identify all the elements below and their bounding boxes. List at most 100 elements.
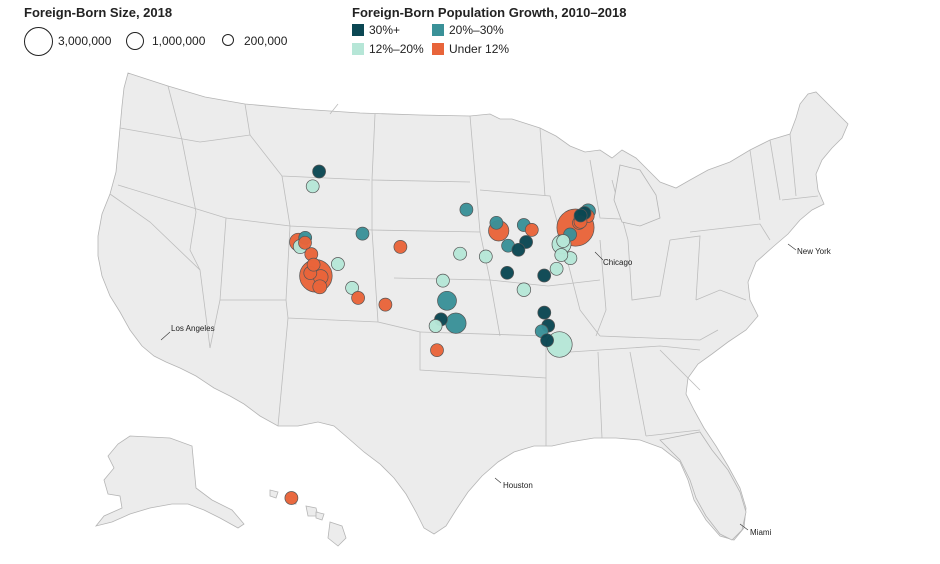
- city-bubble-cleveland: [524, 223, 539, 237]
- city-bubble-san-antonio: [428, 319, 443, 333]
- state-boundary: [119, 127, 216, 143]
- city-bubble-bakersfield: [306, 257, 321, 272]
- state-boundary: [645, 429, 701, 437]
- state-boundary: [695, 289, 747, 301]
- state-boundary: [789, 133, 797, 197]
- state-boundary: [371, 179, 471, 183]
- city-bubble-atlanta: [516, 282, 532, 297]
- size-legend-circle: [222, 34, 234, 46]
- growth-legend-swatch: [352, 24, 364, 36]
- state-boundary: [769, 139, 781, 201]
- growth-legend-swatch: [432, 24, 444, 36]
- state-boundary: [419, 331, 547, 337]
- hawaii-islands: [269, 489, 347, 547]
- state-boundary: [539, 127, 546, 197]
- state-boundary: [627, 239, 671, 301]
- city-bubble-dallas: [437, 290, 457, 311]
- city-labels: Los Angeles Chicago New York Houston Mia…: [160, 243, 832, 537]
- size-legend-label: 200,000: [244, 34, 288, 48]
- city-bubble-houston: [445, 312, 467, 334]
- growth-legend-label: 20%–30%: [449, 23, 504, 37]
- leader-line: [494, 477, 502, 484]
- state-boundary: [659, 349, 701, 391]
- size-legend-label: 3,000,000: [58, 34, 112, 48]
- state-boundary: [599, 329, 719, 341]
- city-bubble-salt-lake-city: [355, 226, 370, 241]
- state-boundary: [781, 195, 819, 201]
- size-legend-label: 1,000,000: [152, 34, 206, 48]
- state-boundary: [629, 351, 647, 437]
- growth-legend-swatch: [432, 43, 444, 55]
- city-bubble-el-paso: [378, 297, 393, 312]
- city-bubble-portland: [305, 179, 320, 194]
- size-legend-circle: [24, 27, 53, 56]
- city-bubble-springfield: [573, 208, 588, 223]
- city-bubble-raleigh: [549, 261, 564, 276]
- city-label-new-york: New York: [797, 247, 832, 256]
- city-bubble-denver: [393, 240, 408, 254]
- city-bubble-cape-coral: [540, 333, 554, 348]
- city-bubble-jacksonville: [537, 305, 552, 320]
- state-boundary: [669, 235, 701, 301]
- alaska-landmass: [94, 435, 245, 529]
- city-bubble-san-diego: [312, 279, 328, 295]
- growth-legend-label: 30%+: [369, 23, 401, 37]
- state-boundary: [479, 189, 561, 233]
- state-boundary: [214, 134, 371, 181]
- state-boundary: [371, 229, 481, 233]
- city-bubble-las-vegas: [331, 257, 345, 271]
- city-bubble-oklahoma-city: [436, 273, 450, 288]
- city-label-los-angeles: Los Angeles: [171, 324, 215, 333]
- city-bubble-nashville: [500, 265, 515, 280]
- state-boundary: [244, 103, 251, 136]
- leader-line: [787, 243, 797, 251]
- state-boundary: [749, 149, 761, 221]
- hawaii-island: [315, 511, 325, 521]
- city-bubble-charlotte: [537, 268, 552, 283]
- state-boundary: [689, 223, 771, 241]
- leader-line: [739, 523, 749, 531]
- city-label-miami: Miami: [750, 528, 772, 537]
- michigan-peninsula: [613, 164, 661, 227]
- city-bubble-stockton: [298, 235, 312, 250]
- state-boundary: [597, 351, 603, 439]
- state-boundary: [569, 345, 701, 353]
- state-boundary: [329, 103, 339, 115]
- city-bubbles: [284, 164, 596, 505]
- leader-line: [594, 251, 604, 261]
- state-boundary: [117, 184, 201, 211]
- hawaii-island: [269, 489, 279, 499]
- growth-legend-swatch: [352, 43, 364, 55]
- leader-line: [160, 331, 171, 341]
- city-bubble-honolulu: [284, 491, 299, 505]
- city-bubble-richmond: [554, 248, 569, 262]
- city-bubble-mcallen: [430, 343, 444, 358]
- city-label-chicago: Chicago: [603, 258, 633, 267]
- size-legend: 3,000,000 1,000,000 200,000: [24, 26, 324, 56]
- city-bubble-tucson: [351, 291, 365, 305]
- size-legend-circle: [126, 32, 144, 50]
- contiguous-us-landmass: [97, 72, 849, 541]
- state-boundary: [547, 279, 601, 287]
- florida-peninsula: [659, 431, 747, 541]
- city-bubble-milwaukee: [489, 215, 504, 230]
- state-boundary: [199, 209, 227, 349]
- city-bubble-st-louis: [478, 249, 493, 264]
- growth-legend-title: Foreign-Born Population Growth, 2010–201…: [352, 5, 627, 20]
- city-bubble-kansas-city: [453, 246, 467, 261]
- growth-legend-label: Under 12%: [449, 42, 510, 56]
- growth-legend: 30%+ 20%–30% 12%–20% Under 12%: [352, 22, 592, 62]
- state-boundary: [281, 175, 379, 323]
- state-boundary: [109, 193, 211, 349]
- state-boundary: [277, 317, 289, 427]
- state-boundary: [220, 299, 379, 323]
- city-bubble-seattle: [312, 164, 326, 179]
- state-boundary: [595, 239, 607, 337]
- state-boundary: [377, 321, 547, 379]
- hawaii-island: [327, 521, 347, 547]
- city-bubble-phoenix: [345, 281, 359, 295]
- city-bubble-baltimore: [556, 234, 571, 248]
- state-boundary: [167, 85, 201, 271]
- city-label-houston: Houston: [503, 481, 533, 490]
- city-bubble-minneapolis: [459, 202, 474, 217]
